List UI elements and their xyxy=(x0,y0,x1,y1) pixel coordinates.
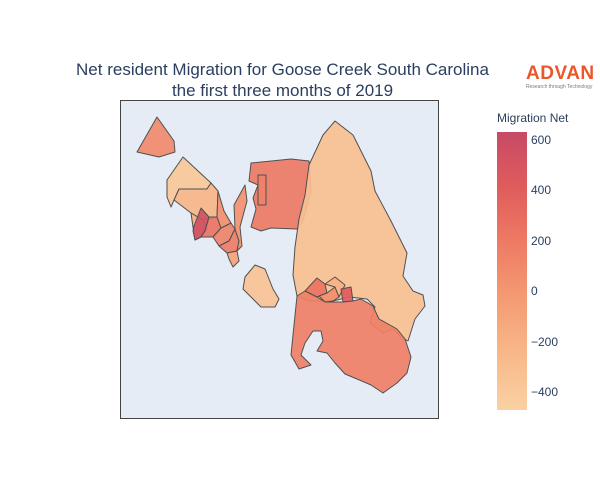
title-line-1: Net resident Migration for Goose Creek S… xyxy=(76,60,489,79)
region-north-block-notch[interactable] xyxy=(257,174,267,206)
colorbar xyxy=(497,132,527,410)
title-line-2: the first three months of 2019 xyxy=(171,81,394,100)
map-title: Net resident Migration for Goose Creek S… xyxy=(0,59,565,101)
colorbar-tick-label: −200 xyxy=(531,334,559,349)
colorbar-tick-label: −400 xyxy=(531,385,559,400)
region-upper-left-mid[interactable] xyxy=(173,182,219,221)
logo-wordmark: ADVAN xyxy=(526,63,595,84)
choropleth-svg xyxy=(136,116,426,394)
region-left-core-f[interactable] xyxy=(226,250,240,268)
region-left-tail[interactable] xyxy=(233,184,248,252)
colorbar-tick-label: 600 xyxy=(531,132,552,147)
logo-tagline: Research through Technology xyxy=(526,84,593,90)
region-isolated-south[interactable] xyxy=(242,264,280,308)
colorbar-tick-label: 0 xyxy=(531,284,538,299)
advan-logo: ADVAN Research through Technology xyxy=(526,63,596,91)
region-east-cluster-d[interactable] xyxy=(340,286,354,303)
region-left-core-d[interactable] xyxy=(216,190,232,229)
map-plot-area[interactable] xyxy=(120,100,439,419)
colorbar-tick-label: 400 xyxy=(531,183,552,198)
colorbar-title: Migration Net xyxy=(497,111,569,125)
region-nw-parcel[interactable] xyxy=(136,116,176,158)
colorbar-tick-label: 200 xyxy=(531,233,552,248)
region-south-large[interactable] xyxy=(290,290,412,394)
